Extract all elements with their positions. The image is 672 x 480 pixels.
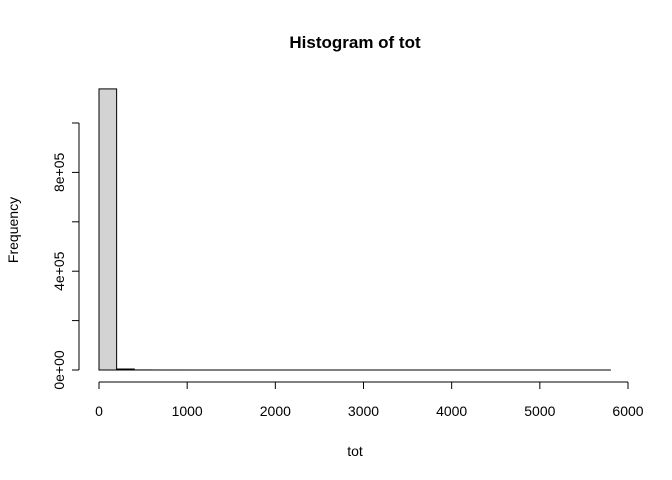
- x-tick-label: 2000: [260, 403, 291, 419]
- histogram-bar: [116, 368, 135, 371]
- histogram-bar: [98, 88, 118, 371]
- x-tick-label: 3000: [348, 403, 379, 419]
- y-axis: 0e+00 4e+05 8e+05: [51, 122, 80, 390]
- x-axis-label: tot: [347, 443, 363, 459]
- x-tick-label: 4000: [436, 403, 467, 419]
- x-axis: 0 1000 2000 3000 4000 5000 6000: [95, 381, 644, 419]
- y-axis-label: Frequency: [5, 197, 21, 263]
- x-tick-label: 5000: [524, 403, 555, 419]
- bars: [98, 88, 611, 371]
- x-tick-label: 6000: [612, 403, 643, 419]
- x-tick-label: 1000: [172, 403, 203, 419]
- y-tick-label: 8e+05: [51, 153, 67, 193]
- chart-title: Histogram of tot: [289, 33, 421, 52]
- y-tick-label: 4e+05: [51, 251, 67, 291]
- x-tick-label: 0: [95, 403, 103, 419]
- y-tick-label: 0e+00: [51, 350, 67, 390]
